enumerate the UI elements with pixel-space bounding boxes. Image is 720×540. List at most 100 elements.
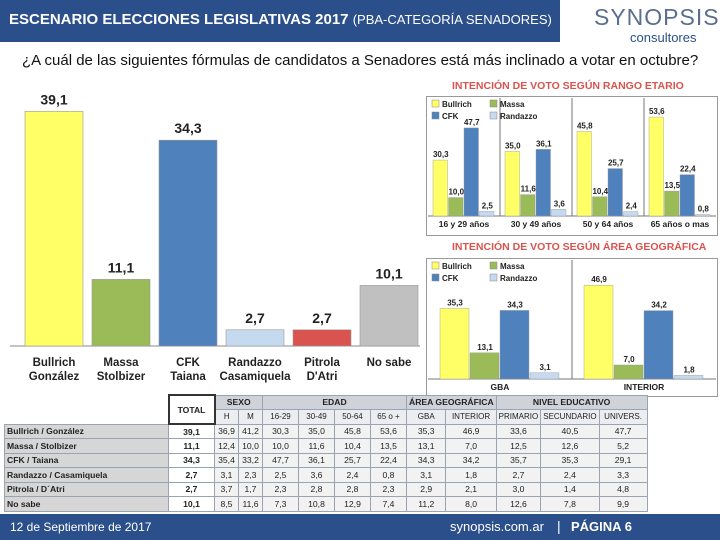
table-cell-5-6: 11,2 — [405, 496, 447, 512]
table-total-value-2: 34,3 — [168, 452, 215, 468]
table-cell-5-7: 8,0 — [445, 496, 497, 512]
table-row-label-2: CFK / Taiana — [4, 452, 169, 468]
page-title-main: ESCENARIO ELECCIONES LEGISLATIVAS 2017 — [9, 11, 349, 28]
table-subheader-3-0: PRIMARIO — [495, 409, 542, 425]
table-cell-4-3: 2,8 — [298, 481, 335, 497]
logo-sub-text: consultores — [630, 30, 697, 45]
main-bar-value-0: 39,1 — [40, 91, 67, 107]
age-chart-bar-2-3 — [623, 211, 639, 217]
area-chart-value-0-0: 35,3 — [447, 298, 463, 307]
age-chart-bar-0-1 — [448, 197, 464, 217]
table-cell-0-0: 36,9 — [214, 423, 239, 439]
table-row-label-1: Massa / Stolbizer — [4, 438, 169, 454]
table-row-label-5: No sabe — [4, 496, 169, 512]
table-cell-3-1: 2,3 — [238, 467, 263, 483]
table-group-header-0: SEXO — [214, 394, 263, 410]
main-category-label-3-1: Casamiquela — [220, 371, 292, 383]
area-chart-legend-label-0: Bullrich — [442, 262, 472, 271]
table-cell-3-4: 2,4 — [334, 467, 371, 483]
area-chart-legend-label-2: CFK — [442, 274, 459, 283]
table-total-value-3: 2,7 — [168, 467, 215, 483]
table-cell-1-7: 7,0 — [445, 438, 497, 454]
age-chart-value-3-2: 22,4 — [680, 165, 696, 174]
table-cell-4-5: 2,3 — [370, 481, 407, 497]
table-row-label-4: Pitrola / D´Atri — [4, 481, 169, 497]
area-chart-value-0-3: 3,1 — [539, 363, 551, 372]
table-subheader-3-1: SECUNDARIO — [540, 409, 600, 425]
main-bar-value-1: 11,1 — [108, 259, 135, 275]
age-chart-value-2-0: 45,8 — [577, 121, 593, 130]
table-cell-4-9: 1,4 — [540, 481, 600, 497]
main-bar-0 — [24, 111, 84, 347]
table-cell-0-8: 33,6 — [495, 423, 542, 439]
area-chart-bar-1-3 — [673, 375, 704, 380]
table-cell-1-3: 11,6 — [298, 438, 335, 454]
age-chart-category-0: 16 y 29 años — [439, 219, 490, 229]
main-bar-value-2: 34,3 — [174, 120, 201, 136]
table-cell-4-10: 4,8 — [598, 481, 648, 497]
table-group-header-2: ÁREA GEOGRÁFICA — [406, 394, 497, 410]
table-cell-1-8: 12,5 — [495, 438, 542, 454]
age-chart-legend-swatch-1 — [489, 99, 498, 108]
age-chart-value-1-3: 3,6 — [554, 199, 566, 208]
age-chart-value-1-0: 35,0 — [505, 141, 521, 150]
footer-website-link[interactable]: synopsis.com.ar — [450, 519, 544, 534]
table-cell-2-8: 35,7 — [495, 452, 542, 468]
table-cell-5-10: 9,9 — [598, 496, 648, 512]
table-subheader-1-2: 50-64 — [334, 409, 371, 425]
area-chart-value-1-2: 34,2 — [651, 301, 667, 310]
table-cell-3-6: 3,1 — [405, 467, 447, 483]
main-bar-2 — [158, 139, 218, 347]
age-chart-legend-label-0: Bullrich — [442, 100, 472, 109]
table-cell-2-5: 22,4 — [370, 452, 407, 468]
table-total-value-1: 11,1 — [168, 438, 215, 454]
age-chart-value-2-3: 2,4 — [626, 202, 638, 211]
age-chart-bar-3-3 — [695, 214, 711, 217]
table-cell-0-4: 45,8 — [334, 423, 371, 439]
table-cell-5-0: 8,5 — [214, 496, 239, 512]
age-chart-category-2: 50 y 64 años — [583, 219, 634, 229]
main-bar-5 — [359, 285, 419, 347]
table-cell-0-10: 47,7 — [598, 423, 648, 439]
table-subheader-2-0: GBA — [405, 409, 447, 425]
table-cell-3-2: 2,5 — [262, 467, 299, 483]
table-cell-0-2: 30,3 — [262, 423, 299, 439]
age-chart-value-3-3: 0,8 — [698, 205, 710, 214]
logo-main-text: SYNOPSIS — [594, 4, 720, 30]
area-chart-legend-swatch-2 — [431, 273, 440, 282]
table-cell-3-0: 3,1 — [214, 467, 239, 483]
age-chart-bar-1-0 — [504, 151, 520, 217]
table-subheader-3-2: UNIVERS. — [598, 409, 648, 425]
table-group-header-3: NIVEL EDUCATIVO — [495, 394, 648, 410]
table-cell-5-9: 7,8 — [540, 496, 600, 512]
main-category-label-5-0: No sabe — [367, 357, 412, 369]
table-cell-2-0: 35,4 — [214, 452, 239, 468]
age-chart-legend-label-1: Massa — [500, 100, 525, 109]
area-chart-bar-1-0 — [583, 285, 614, 380]
age-chart-bar-3-0 — [648, 116, 664, 217]
table-cell-3-8: 2,7 — [495, 467, 542, 483]
table-cell-3-9: 2,4 — [540, 467, 600, 483]
table-cell-2-6: 34,3 — [405, 452, 447, 468]
age-chart-bar-0-3 — [479, 211, 495, 217]
table-cell-4-1: 1,7 — [238, 481, 263, 497]
table-group-header-1: EDAD — [262, 394, 407, 410]
table-cell-0-6: 35,3 — [405, 423, 447, 439]
area-chart-legend-swatch-0 — [431, 261, 440, 270]
main-category-label-0-1: González — [29, 371, 80, 383]
main-bar-4 — [292, 329, 352, 347]
area-chart-value-1-0: 46,9 — [591, 275, 607, 284]
age-chart-value-2-1: 10,4 — [592, 187, 608, 196]
area-chart-title: INTENCIÓN DE VOTO SEGÚN ÁREA GEOGRÁFICA — [452, 241, 707, 253]
main-bar-1 — [91, 279, 151, 347]
main-category-label-0-0: Bullrich — [33, 357, 76, 369]
table-cell-5-3: 10,8 — [298, 496, 335, 512]
age-chart-value-0-1: 10,0 — [448, 188, 464, 197]
main-category-label-1-0: Massa — [103, 357, 139, 369]
age-chart-bar-0-0 — [432, 159, 448, 217]
area-chart-bar-0-0 — [439, 308, 470, 380]
age-chart-value-2-2: 25,7 — [608, 159, 624, 168]
age-chart-title: INTENCIÓN DE VOTO SEGÚN RANGO ETARIO — [452, 80, 684, 92]
table-total-value-4: 2,7 — [168, 481, 215, 497]
age-chart-value-1-1: 11,6 — [521, 185, 537, 194]
